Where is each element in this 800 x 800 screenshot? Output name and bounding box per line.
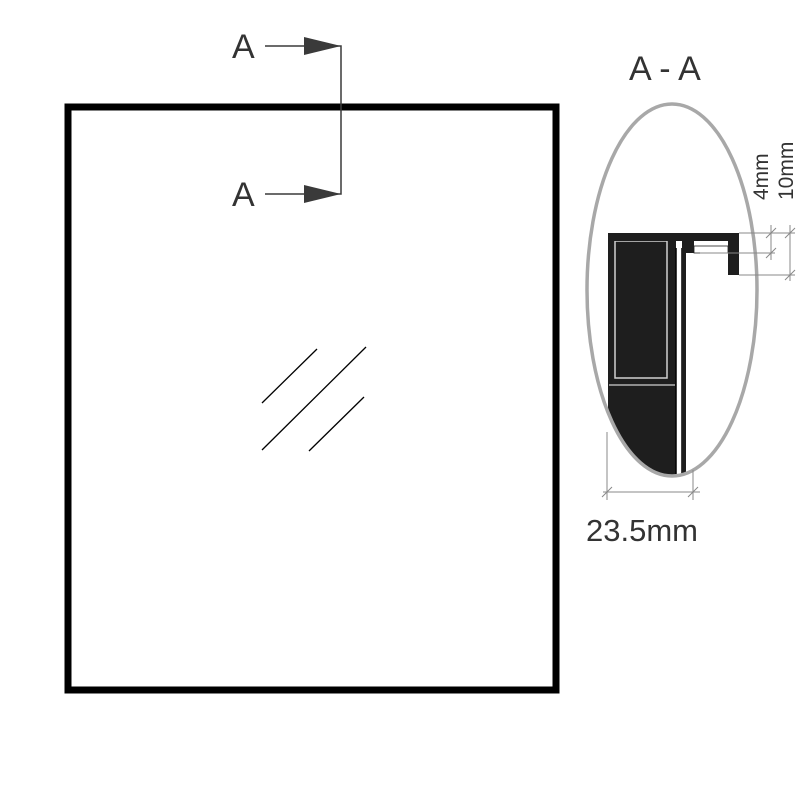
detail-ellipse [585,102,759,478]
section-arrow-top-icon [304,37,341,55]
section-cut-line [265,37,342,203]
frame-outline [64,103,560,694]
section-title: A - A [629,50,701,88]
dim-label-return: 10mm [775,142,798,200]
profile-cross-section [608,233,739,476]
dim-label-lip: 4mm [750,153,773,200]
section-arrow-bottom-icon [304,185,341,203]
dimension-line-depth [601,432,700,500]
dim-label-depth: 23.5mm [586,513,698,548]
section-marker-bottom: A [232,176,255,214]
dimension-lines-top [700,225,796,281]
section-marker-top: A [232,28,255,66]
glass-reflection-icon [261,346,367,452]
